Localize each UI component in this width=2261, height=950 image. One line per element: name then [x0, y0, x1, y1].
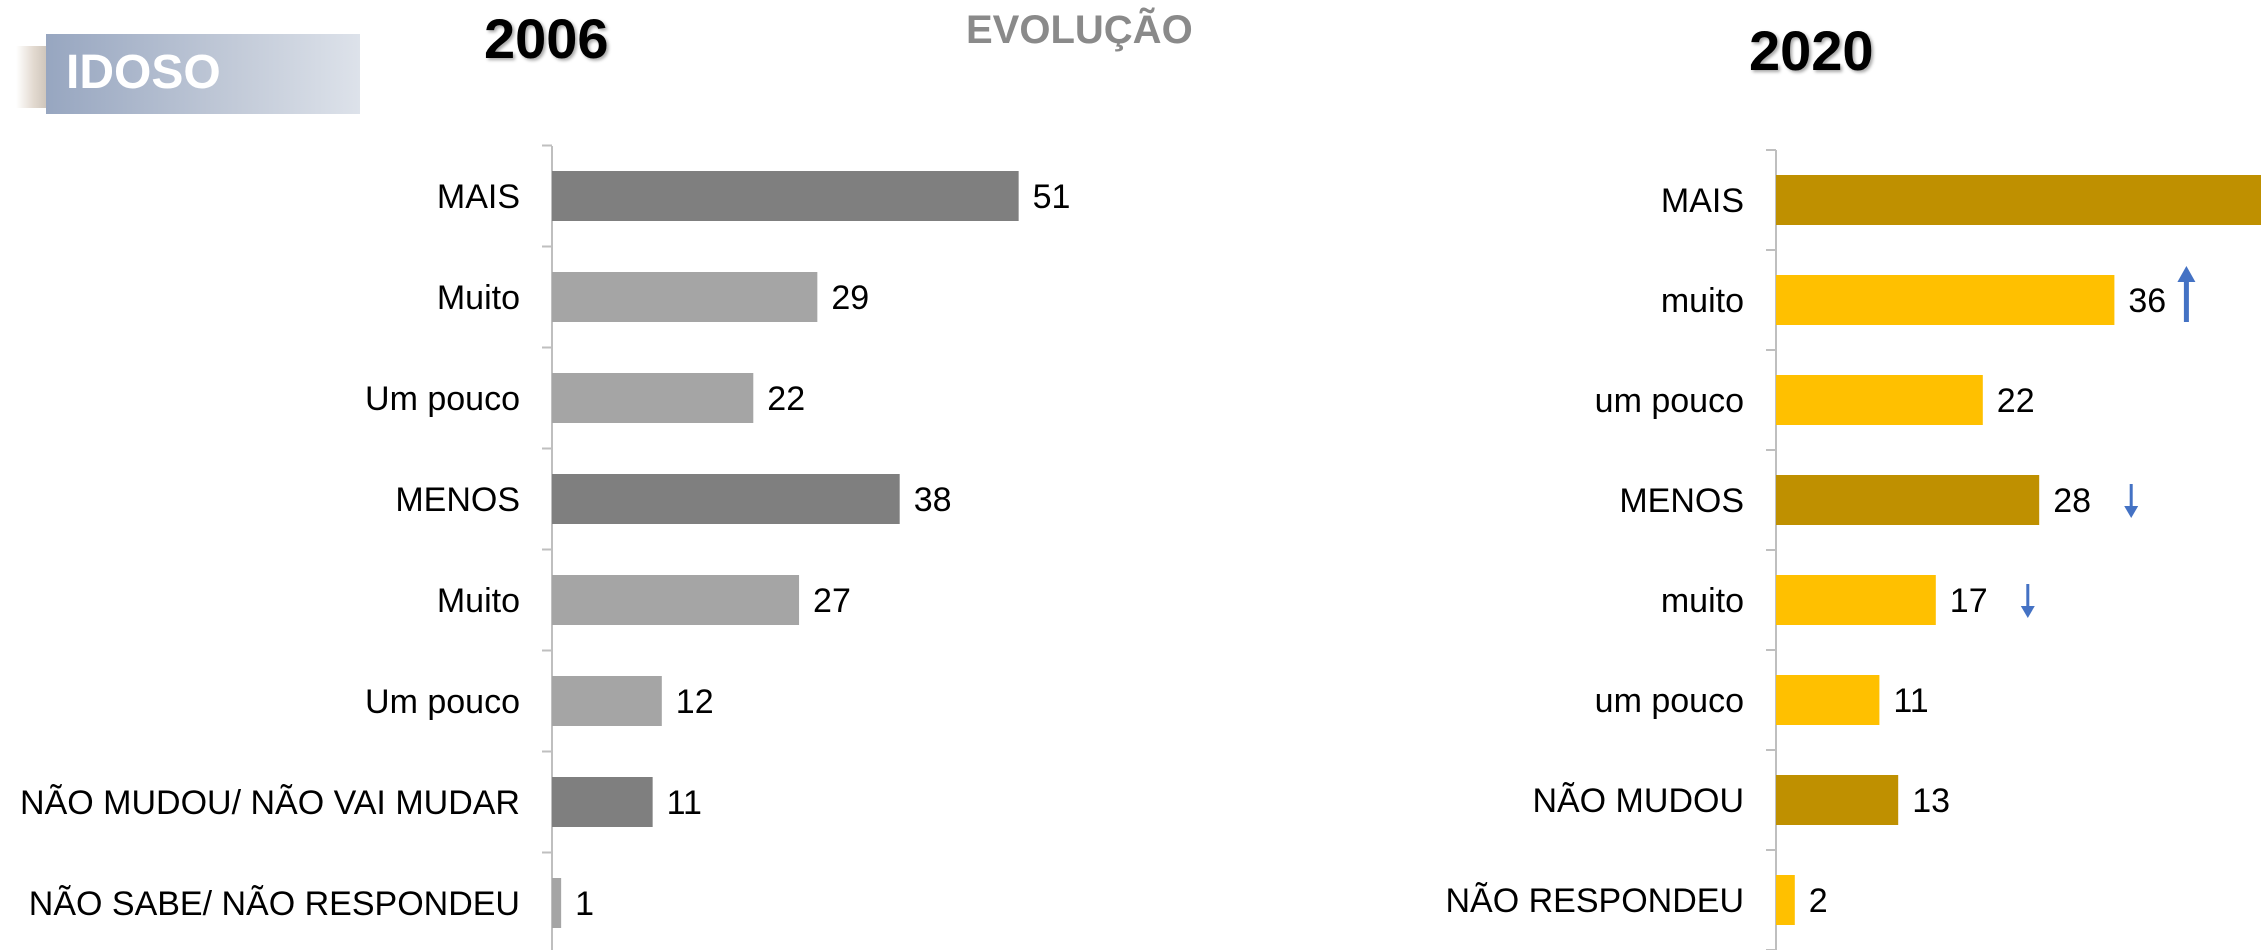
chart-0-category-label: MAIS [437, 178, 520, 216]
chart-0-bar [552, 171, 1019, 221]
chart-0-category-label: Um pouco [365, 380, 520, 418]
trend-down-arrowhead-icon [2020, 606, 2035, 618]
chart-0-bar [552, 474, 900, 524]
chart-0-data-label: 38 [914, 481, 952, 519]
chart-1-category-label: um pouco [1595, 682, 1744, 720]
chart-0-bar [552, 272, 818, 322]
chart-0-data-label: 51 [1033, 178, 1071, 216]
chart-0-data-label: 1 [575, 885, 594, 923]
chart-1-bar [1776, 575, 1936, 625]
chart-0-data-label: 29 [831, 279, 869, 317]
badge-tab-decoration [16, 46, 46, 108]
chart-0-category-label: NÃO MUDOU/ NÃO VAI MUDAR [20, 784, 520, 822]
chart-1-category-label: muito [1661, 582, 1744, 620]
chart-0-bar [552, 373, 754, 423]
chart-0-data-label: 22 [767, 380, 805, 418]
chart-0-data-label: 12 [676, 683, 714, 721]
chart-1-data-label: 2 [1809, 882, 1828, 920]
chart-0-category-label: NÃO SABE/ NÃO RESPONDEU [29, 885, 520, 923]
evolution-subtitle: EVOLUÇÃO [966, 8, 1193, 52]
chart-0-data-label: 27 [813, 582, 851, 620]
chart-0-bar [552, 878, 562, 928]
section-badge [46, 34, 360, 114]
chart-1-category-label: NÃO RESPONDEU [1446, 882, 1745, 920]
chart-1-bar [1776, 875, 1795, 925]
chart-1-data-label: 22 [1997, 382, 2035, 420]
chart-1-bar [1776, 375, 1983, 425]
section-badge-label: IDOSO [66, 46, 221, 99]
chart-0-category-label: Um pouco [365, 683, 520, 721]
chart-1-data-label: 28 [2053, 482, 2091, 520]
chart-2006-title: 2006 [484, 7, 609, 70]
chart-0-bar [552, 676, 662, 726]
chart-1-data-label: 17 [1950, 582, 1988, 620]
chart-1-bar [1776, 175, 2261, 225]
chart-1-category-label: MAIS [1661, 182, 1744, 220]
chart-1-category-label: muito [1661, 282, 1744, 320]
chart-1-category-label: NÃO MUDOU [1532, 782, 1744, 820]
chart-1-data-label: 11 [1893, 682, 1928, 720]
chart-2020-title: 2020 [1749, 19, 1874, 82]
chart-1-bar [1776, 775, 1899, 825]
chart-1-category-label: MENOS [1619, 482, 1744, 520]
chart-1-category-label: um pouco [1595, 382, 1744, 420]
chart-0-category-label: Muito [437, 279, 520, 317]
trend-down-arrowhead-icon [2124, 506, 2139, 518]
chart-0-bar [552, 575, 800, 625]
chart-1-bar [1776, 275, 2115, 325]
chart-1-bar [1776, 675, 1880, 725]
chart-0-category-label: Muito [437, 582, 520, 620]
chart-1-data-label: 36 [2128, 282, 2166, 320]
chart-1-bar [1776, 475, 2040, 525]
chart-1-data-label: 13 [1912, 782, 1950, 820]
chart-0-data-label: 11 [667, 784, 702, 822]
trend-up-arrowhead-icon [2177, 266, 2196, 282]
chart-0-bar [552, 777, 653, 827]
chart-0-category-label: MENOS [395, 481, 520, 519]
